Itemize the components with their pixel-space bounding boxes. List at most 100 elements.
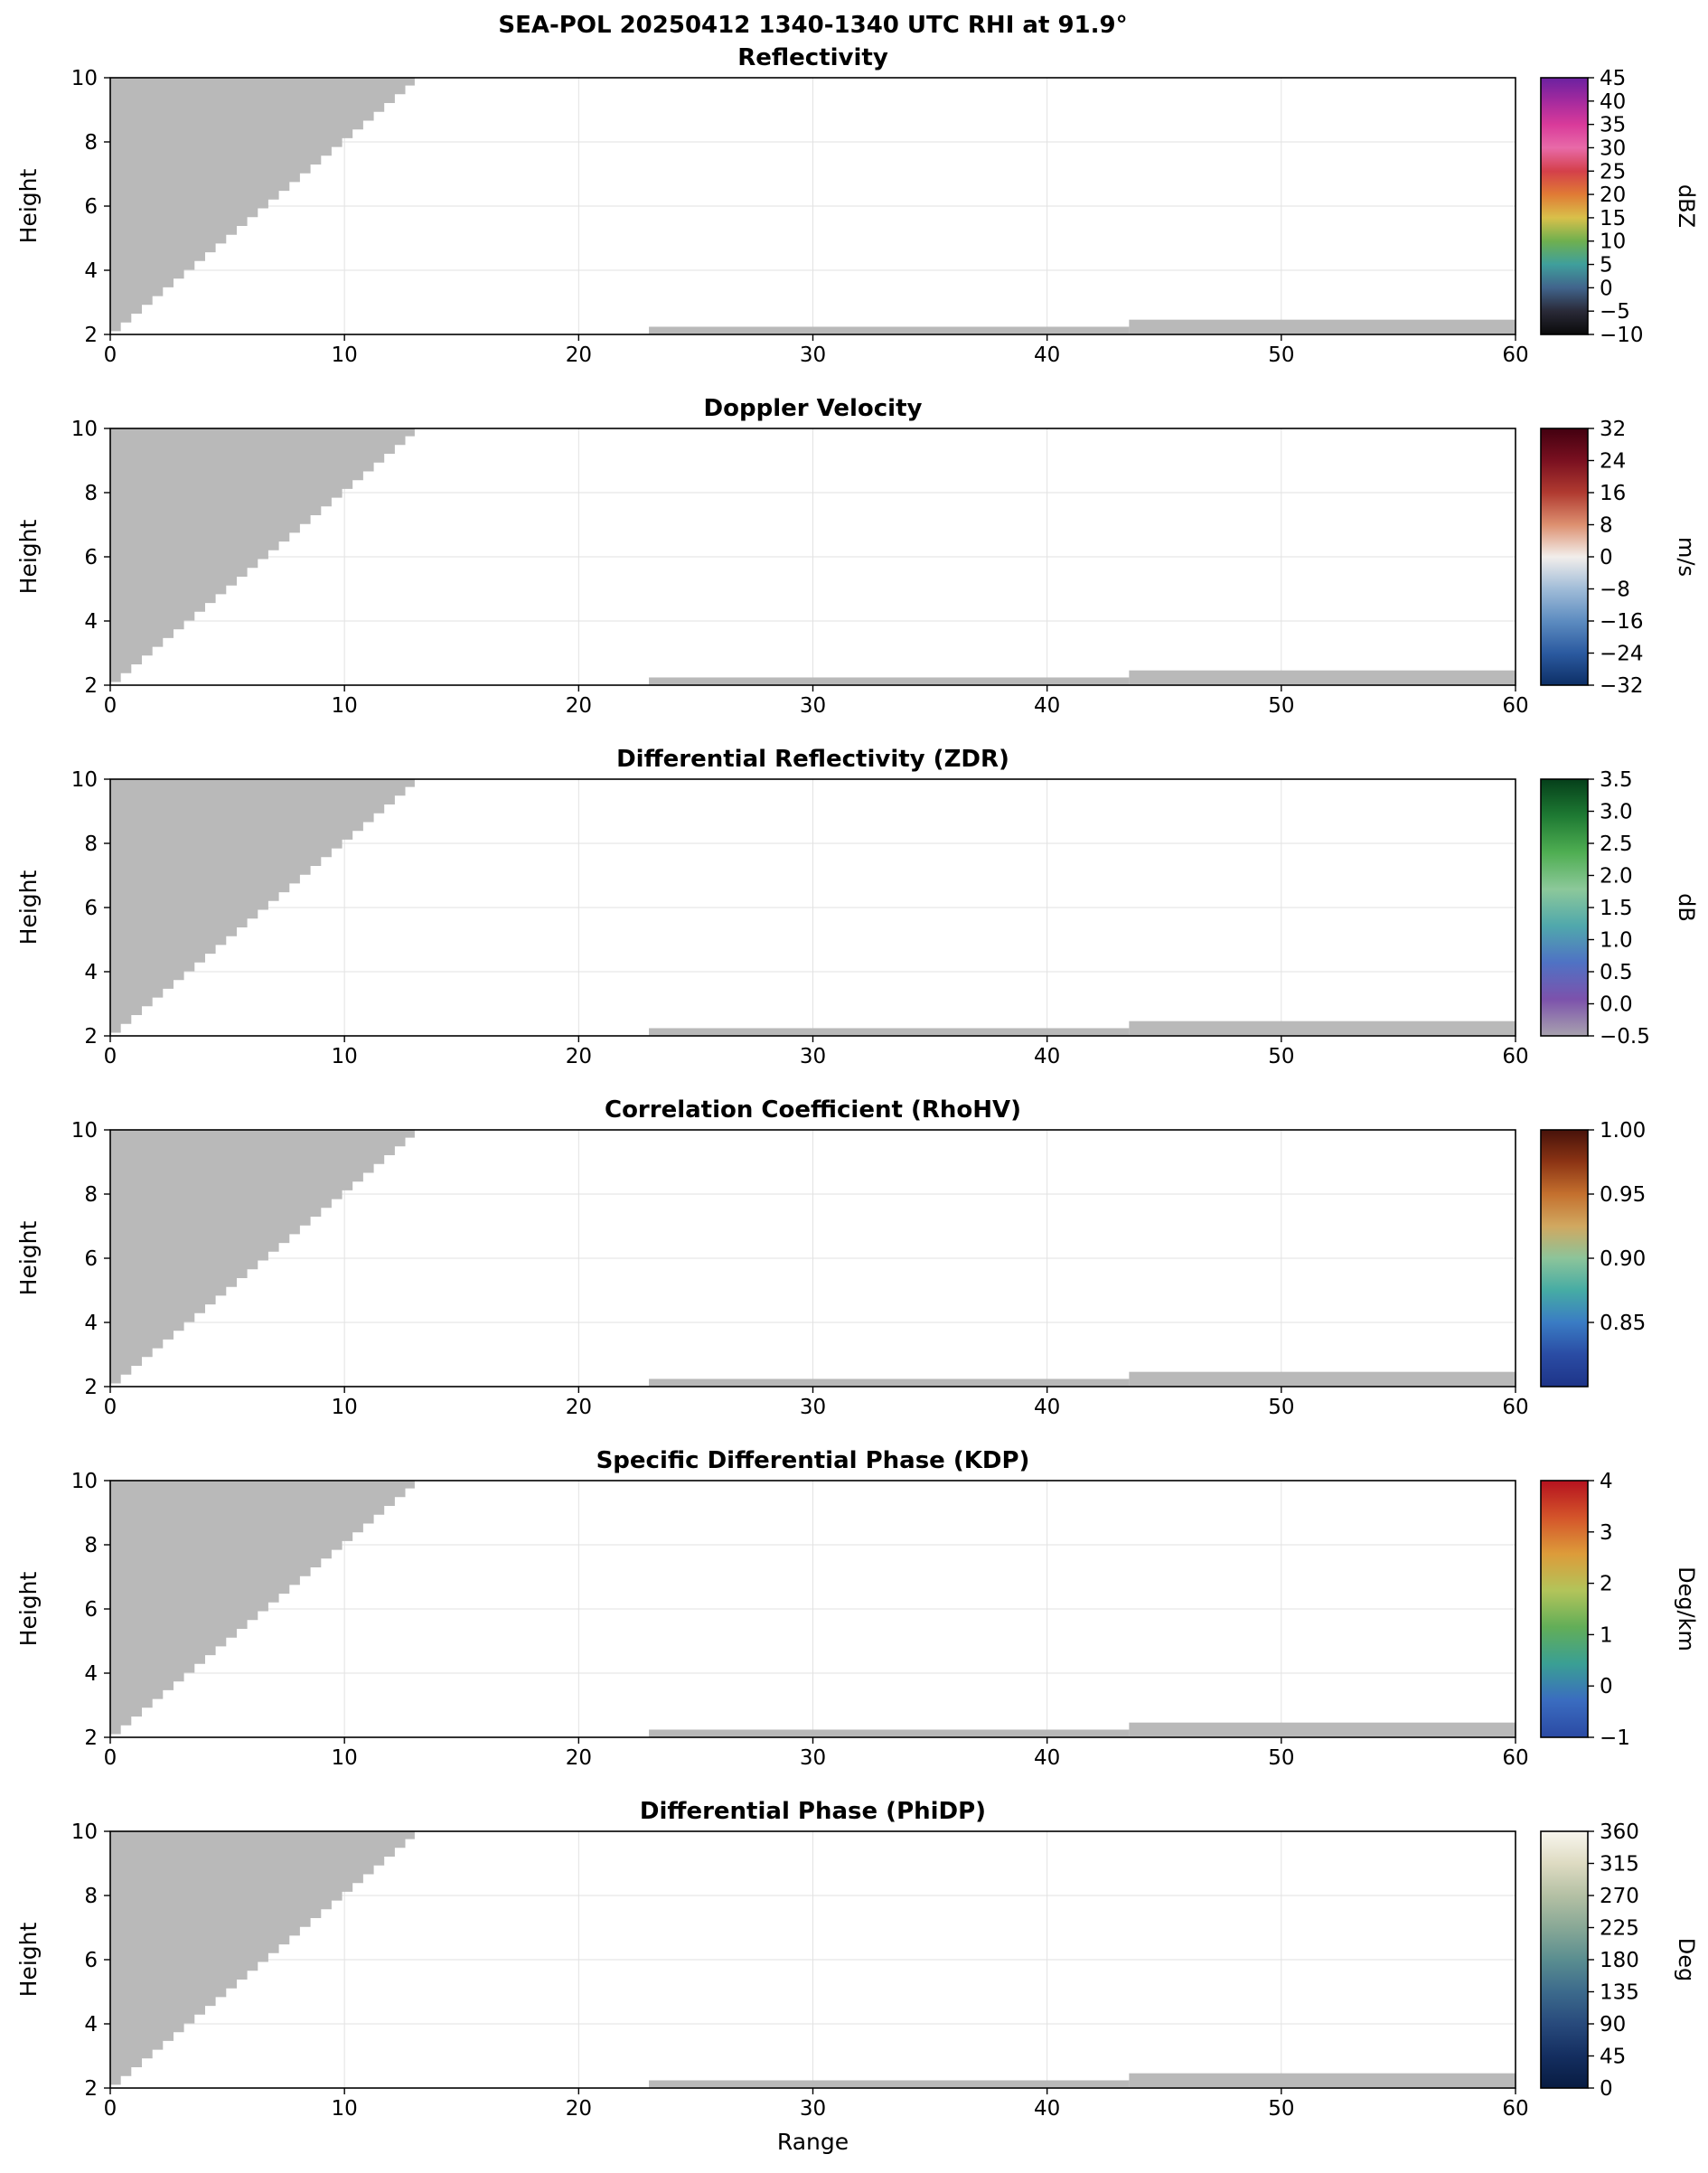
x-tick-label: 40 <box>1034 694 1060 718</box>
colorbar-tick-label: 0 <box>1600 2077 1613 2101</box>
y-tick-label: 4 <box>84 610 98 634</box>
gray-echo-strip <box>649 2080 1130 2088</box>
gray-echo-strip <box>649 326 1130 334</box>
x-tick-label: 20 <box>566 2097 592 2121</box>
y-tick-label: 10 <box>71 1470 98 1493</box>
x-tick-label: 10 <box>332 1746 358 1770</box>
x-tick-label: 0 <box>104 2097 117 2121</box>
y-axis-label: Height <box>15 870 42 945</box>
gray-echo-strip <box>1129 1722 1516 1737</box>
x-tick-label: 10 <box>332 2097 358 2121</box>
x-tick-label: 40 <box>1034 2097 1060 2121</box>
x-tick-label: 40 <box>1034 1045 1060 1068</box>
colorbar <box>1541 1481 1588 1737</box>
x-tick-label: 10 <box>332 343 358 367</box>
y-tick-label: 4 <box>84 1662 98 1686</box>
colorbar-tick-label: 315 <box>1600 1853 1639 1877</box>
colorbar-tick-label: 10 <box>1600 230 1626 254</box>
colorbar-tick-label: 1 <box>1600 1623 1613 1647</box>
panel-2: Differential Reflectivity (ZDR)0 10 20 30 40… <box>15 746 1699 1068</box>
y-tick-label: 4 <box>84 259 98 283</box>
x-tick-label: 40 <box>1034 343 1060 367</box>
x-tick-label: 20 <box>566 1396 592 1419</box>
panel-title: Reflectivity <box>737 44 888 71</box>
colorbar-tick-label: 3 <box>1600 1521 1613 1545</box>
colorbar-tick-label: 35 <box>1600 114 1626 137</box>
colorbar-tick-label: 1.00 <box>1600 1119 1646 1143</box>
colorbar-tick-label: 225 <box>1600 1917 1639 1941</box>
colorbar-tick-label: 2 <box>1600 1573 1613 1596</box>
colorbar <box>1541 78 1588 334</box>
y-tick-label: 8 <box>84 1885 98 1908</box>
y-tick-label: 10 <box>71 1820 98 1844</box>
panel-title: Differential Phase (PhiDP) <box>640 1798 986 1825</box>
colorbar-tick-label: 0 <box>1600 1675 1613 1698</box>
x-tick-label: 20 <box>566 343 592 367</box>
panel-title: Differential Reflectivity (ZDR) <box>616 746 1009 773</box>
colorbar-tick-label: 45 <box>1600 2046 1626 2069</box>
y-axis-label: Height <box>15 168 42 243</box>
gray-echo-strip <box>1129 670 1516 685</box>
x-tick-label: 30 <box>800 343 826 367</box>
colorbar-tick-label: 24 <box>1600 450 1626 474</box>
y-tick-label: 2 <box>84 674 98 698</box>
colorbar-tick-label: 5 <box>1600 254 1613 278</box>
y-tick-label: 6 <box>84 897 98 920</box>
colorbar-tick-label: 2.0 <box>1600 865 1633 889</box>
x-tick-label: 50 <box>1268 343 1294 367</box>
gray-echo-wedge <box>110 1481 415 1735</box>
x-tick-label: 60 <box>1502 2097 1528 2121</box>
gray-echo-strip <box>1129 319 1516 334</box>
x-tick-label: 30 <box>800 1396 826 1419</box>
y-tick-label: 10 <box>71 418 98 441</box>
y-tick-label: 10 <box>71 768 98 792</box>
colorbar-tick-label: −8 <box>1600 579 1630 602</box>
x-tick-label: 50 <box>1268 1045 1294 1068</box>
colorbar-unit-label: Deg/km <box>1674 1566 1699 1651</box>
x-tick-label: 30 <box>800 694 826 718</box>
x-tick-label: 20 <box>566 694 592 718</box>
colorbar-tick-label: 180 <box>1600 1949 1639 1972</box>
colorbar-frame <box>1540 77 1589 335</box>
panel-4: Specific Differential Phase (KDP)0 10 20 30… <box>15 1447 1699 1770</box>
y-tick-label: 4 <box>84 1312 98 1335</box>
colorbar <box>1541 779 1588 1036</box>
colorbar-tick-label: 90 <box>1600 2013 1626 2037</box>
x-tick-label: 40 <box>1034 1746 1060 1770</box>
y-tick-label: 8 <box>84 482 98 505</box>
x-tick-label: 30 <box>800 1045 826 1068</box>
x-tick-label: 50 <box>1268 694 1294 718</box>
gray-echo-strip <box>1129 1021 1516 1036</box>
x-tick-label: 60 <box>1502 1396 1528 1419</box>
x-tick-label: 10 <box>332 694 358 718</box>
y-tick-label: 2 <box>84 2077 98 2101</box>
colorbar-tick-label: 3.0 <box>1600 801 1633 824</box>
colorbar-unit-label: Deg <box>1674 1938 1699 1981</box>
colorbar-tick-label: 40 <box>1600 90 1626 114</box>
y-axis-label: Height <box>15 1571 42 1646</box>
colorbar-tick-label: −10 <box>1600 324 1644 347</box>
y-tick-label: 6 <box>84 1949 98 1972</box>
x-tick-label: 50 <box>1268 1746 1294 1770</box>
x-tick-label: 50 <box>1268 2097 1294 2121</box>
colorbar-tick-label: 4 <box>1600 1470 1613 1493</box>
colorbar-tick-label: 15 <box>1600 207 1626 230</box>
colorbar-tick-label: −5 <box>1600 300 1630 324</box>
gray-echo-strip <box>649 677 1130 685</box>
colorbar-tick-label: 45 <box>1600 67 1626 90</box>
colorbar-tick-label: 2.5 <box>1600 833 1633 856</box>
gray-echo-strip <box>1129 2073 1516 2088</box>
y-tick-label: 10 <box>71 67 98 90</box>
x-tick-label: 60 <box>1502 1746 1528 1770</box>
y-axis-label: Height <box>15 1220 42 1295</box>
colorbar-tick-label: 32 <box>1600 418 1626 441</box>
gray-echo-strip <box>649 1729 1130 1737</box>
x-tick-label: 20 <box>566 1746 592 1770</box>
colorbar <box>1541 1130 1588 1387</box>
colorbar-tick-label: −16 <box>1600 610 1644 634</box>
y-tick-label: 4 <box>84 961 98 984</box>
panel-5: Differential Phase (PhiDP)0 10 20 30 40 50 602… <box>15 1798 1699 2155</box>
x-tick-label: 10 <box>332 1045 358 1068</box>
